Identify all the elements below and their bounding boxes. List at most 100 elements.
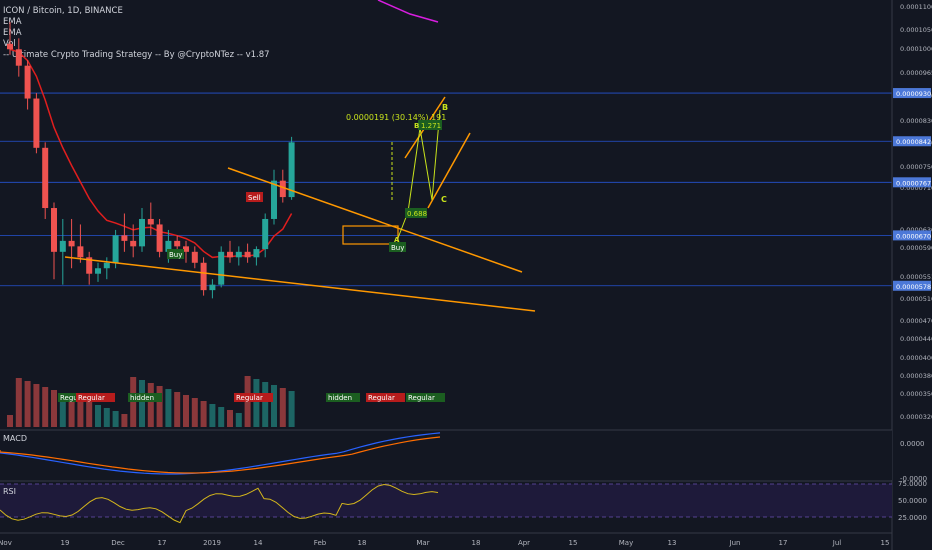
volume-bar — [139, 380, 145, 427]
price-badge-label: 0.0000578 — [896, 283, 931, 291]
volume-bar — [253, 379, 260, 427]
price-axis-label: 0.0000630 — [900, 226, 932, 234]
buy-signal-badge-1[interactable] — [167, 249, 184, 259]
volume-bar — [165, 389, 172, 427]
time-axis-label: 17 — [158, 539, 167, 547]
divergence-label: Regular — [78, 394, 105, 402]
volume-bar — [209, 404, 216, 427]
macd-signal-line — [0, 436, 441, 474]
volume-bar — [156, 386, 163, 427]
divergence-badge — [128, 393, 162, 402]
price-axis-label: 0.0001000 — [900, 45, 932, 53]
divergence-label: hidden — [130, 394, 154, 402]
time-axis-label: Feb — [314, 539, 327, 547]
price-axis-label: 0.0000590 — [900, 244, 932, 252]
candle-body — [68, 240, 75, 247]
horizontal-levels — [0, 92, 892, 287]
candle-body — [218, 251, 225, 285]
volume-bar — [68, 396, 75, 427]
price-badge — [893, 177, 931, 188]
price-axis-label: 0.0001050 — [900, 26, 932, 34]
price-badge-label: 0.0000767 — [896, 179, 931, 187]
sell-signal-badge[interactable] — [246, 192, 263, 202]
volume-bar — [112, 411, 119, 427]
ema-indicator-2[interactable]: EMA — [3, 28, 22, 38]
macd-pane: MACD 0.0000 -0.0000 — [0, 429, 927, 483]
volume-bar — [191, 398, 198, 427]
candle-body — [244, 251, 251, 258]
time-axis-label: 14 — [254, 539, 263, 547]
volume-bars — [7, 376, 295, 427]
time-axis-label: 19 — [61, 539, 70, 547]
macd-line — [0, 432, 441, 475]
volume-bar — [262, 382, 269, 427]
wedge-upper-line[interactable] — [227, 167, 523, 273]
price-axis-label: 0.0000965 — [900, 69, 932, 77]
fib-badge-1 — [418, 120, 442, 130]
macd-axis-zero: 0.0000 — [900, 440, 925, 448]
time-axis-label: Dec — [111, 539, 125, 547]
candle-body — [156, 224, 163, 252]
volume-bar — [7, 415, 13, 427]
symbol-title: ICON / Bitcoin, 1D, BINANCE — [3, 6, 123, 16]
price-badge — [893, 88, 931, 99]
time-axis-label: Nov — [0, 539, 12, 547]
ema-indicator-1[interactable]: EMA — [3, 17, 22, 27]
volume-bar — [183, 395, 189, 427]
strategy-indicator[interactable]: -- Ultimate Crypto Trading Strategy -- B… — [3, 50, 270, 60]
measure-label: 0.0000191 (30.14%) 191 — [346, 113, 446, 122]
wedge-lower-line[interactable] — [64, 256, 536, 312]
price-axis-label: 0.0000551 — [900, 273, 932, 281]
candle-body — [51, 208, 57, 252]
divergence-badge — [326, 393, 360, 402]
macd-title: MACD — [3, 434, 27, 443]
divergence-badge — [366, 393, 405, 402]
price-axis-label: 0.0000380 — [900, 372, 932, 380]
time-axis-label: Apr — [518, 539, 530, 547]
divergence-label: Regular — [408, 394, 435, 402]
rsi-line — [0, 483, 439, 524]
volume-bar — [95, 405, 101, 427]
candle-body — [42, 147, 49, 209]
candle-body — [112, 235, 119, 263]
volume-bar — [279, 388, 286, 427]
pattern-letter-c: C — [441, 195, 447, 204]
fib-label-2: 0.688 — [407, 210, 427, 218]
buy-signal-badge-2[interactable] — [389, 242, 406, 252]
buy-signal-1: Buy — [169, 251, 182, 259]
candle-body — [59, 240, 66, 252]
price-axis-label: 0.0000400 — [900, 354, 932, 362]
candle-body — [7, 43, 13, 50]
divergence-badge — [234, 393, 273, 402]
candle-body — [103, 262, 110, 269]
time-axis-label: Mar — [416, 539, 429, 547]
candle-body — [271, 180, 277, 219]
candle-body — [209, 284, 216, 291]
volume-bar — [15, 378, 22, 427]
candle-body — [191, 251, 198, 263]
candle-body — [227, 251, 233, 258]
consolidation-box[interactable] — [342, 225, 399, 245]
rsi-band — [0, 484, 892, 517]
macd-axis-neg: -0.0000 — [900, 475, 927, 483]
volume-bar — [51, 390, 57, 427]
candle-body — [165, 240, 172, 252]
trendlines: 0.0000191 (30.14%) 191 1.271 0.688 B B C… — [64, 96, 536, 312]
volume-bar — [103, 408, 110, 427]
volume-bar — [77, 399, 84, 427]
candle-body — [174, 240, 181, 247]
rsi-axis-50: 50.0000 — [898, 497, 927, 505]
channel-lower-line[interactable] — [427, 132, 471, 209]
rsi-title: RSI — [3, 487, 16, 496]
price-axis-label: 0.0000350 — [900, 390, 932, 398]
price-badge-label: 0.0000842 — [896, 138, 931, 146]
time-axis-label: 13 — [668, 539, 677, 547]
price-axis-label: 0.0001100 — [900, 3, 932, 11]
pattern-letter-b: B — [414, 122, 419, 130]
candle-body — [15, 49, 22, 66]
divergence-badge — [76, 393, 115, 402]
price-badge-label: 0.0000930 — [896, 90, 931, 98]
candle-body — [235, 251, 242, 258]
candle-body — [253, 249, 260, 258]
